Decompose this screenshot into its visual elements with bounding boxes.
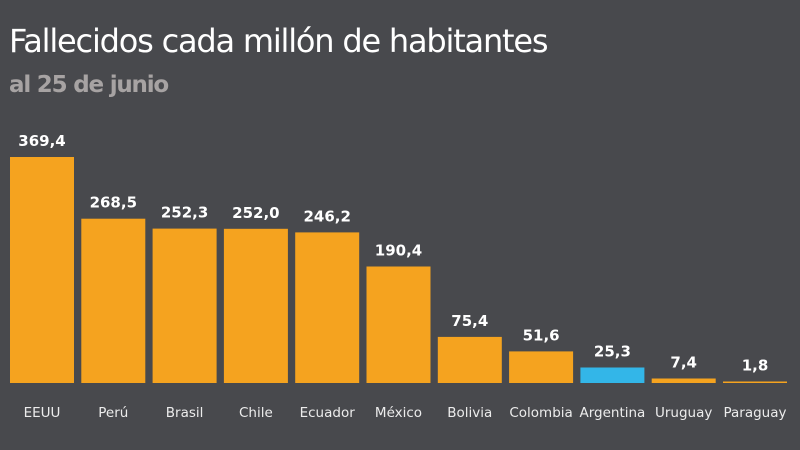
bar-paraguay bbox=[723, 381, 787, 383]
bar-méxico bbox=[366, 266, 431, 383]
category-label: Bolivia bbox=[447, 405, 492, 421]
category-label: EEUU bbox=[24, 405, 61, 421]
value-label: 51,6 bbox=[523, 326, 560, 344]
bar-argentina bbox=[580, 367, 645, 383]
value-label: 252,3 bbox=[161, 204, 208, 222]
category-label: Paraguay bbox=[723, 405, 786, 421]
value-label: 1,8 bbox=[742, 357, 769, 375]
category-label: Chile bbox=[239, 405, 273, 421]
chart-title: Fallecidos cada millón de habitantes bbox=[9, 22, 549, 60]
value-label: 246,2 bbox=[303, 207, 350, 225]
value-label: 7,4 bbox=[670, 354, 697, 372]
category-label: Argentina bbox=[579, 405, 645, 421]
bar-uruguay bbox=[651, 378, 716, 383]
value-label: 252,0 bbox=[232, 204, 279, 222]
value-label: 369,4 bbox=[18, 132, 65, 150]
category-label: México bbox=[375, 405, 422, 421]
category-label: Uruguay bbox=[655, 405, 712, 421]
category-label: Ecuador bbox=[300, 405, 356, 421]
bar-bolivia bbox=[437, 336, 502, 383]
bar-perú bbox=[81, 218, 146, 383]
bar-brasil bbox=[152, 228, 217, 383]
value-label: 268,5 bbox=[90, 194, 137, 212]
value-label: 25,3 bbox=[594, 343, 631, 361]
category-label: Colombia bbox=[509, 405, 572, 421]
bar-chile bbox=[223, 228, 288, 383]
value-label: 190,4 bbox=[375, 242, 422, 260]
bar-colombia bbox=[509, 351, 574, 383]
value-label: 75,4 bbox=[451, 312, 488, 330]
chart-subtitle: al 25 de junio bbox=[9, 72, 169, 98]
category-label: Brasil bbox=[166, 405, 204, 421]
category-label: Perú bbox=[98, 405, 128, 421]
bar-eeuu bbox=[10, 157, 74, 383]
bar-ecuador bbox=[295, 232, 360, 383]
